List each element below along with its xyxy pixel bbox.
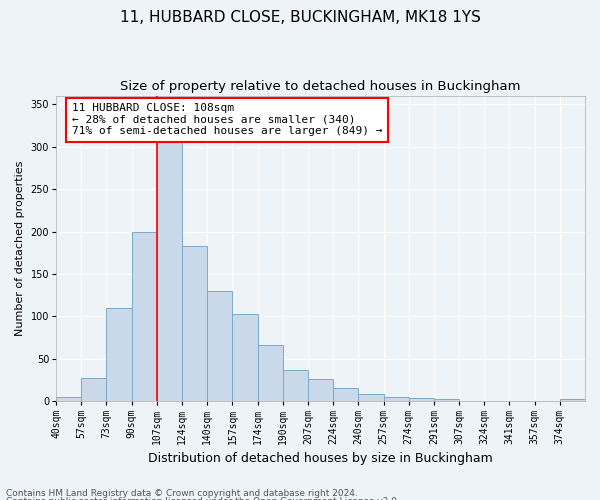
- Bar: [509, 400, 535, 402]
- Bar: [82, 378, 106, 402]
- Bar: [434, 399, 459, 402]
- X-axis label: Distribution of detached houses by size in Buckingham: Distribution of detached houses by size …: [148, 452, 493, 465]
- Bar: [182, 246, 207, 402]
- Bar: [131, 232, 157, 402]
- Text: 11, HUBBARD CLOSE, BUCKINGHAM, MK18 1YS: 11, HUBBARD CLOSE, BUCKINGHAM, MK18 1YS: [119, 10, 481, 25]
- Bar: [257, 344, 283, 402]
- Text: 11 HUBBARD CLOSE: 108sqm
← 28% of detached houses are smaller (340)
71% of semi-: 11 HUBBARD CLOSE: 108sqm ← 28% of detach…: [72, 103, 382, 136]
- Bar: [333, 388, 358, 402]
- Y-axis label: Number of detached properties: Number of detached properties: [15, 161, 25, 336]
- Bar: [157, 121, 182, 402]
- Bar: [358, 394, 383, 402]
- Bar: [56, 397, 82, 402]
- Bar: [383, 397, 409, 402]
- Title: Size of property relative to detached houses in Buckingham: Size of property relative to detached ho…: [121, 80, 521, 93]
- Bar: [232, 314, 257, 402]
- Bar: [308, 380, 333, 402]
- Bar: [459, 400, 484, 402]
- Bar: [409, 398, 434, 402]
- Bar: [560, 399, 585, 402]
- Bar: [106, 308, 131, 402]
- Text: Contains HM Land Registry data © Crown copyright and database right 2024.: Contains HM Land Registry data © Crown c…: [6, 488, 358, 498]
- Bar: [207, 291, 232, 402]
- Bar: [283, 370, 308, 402]
- Text: Contains public sector information licensed under the Open Government Licence v3: Contains public sector information licen…: [6, 497, 400, 500]
